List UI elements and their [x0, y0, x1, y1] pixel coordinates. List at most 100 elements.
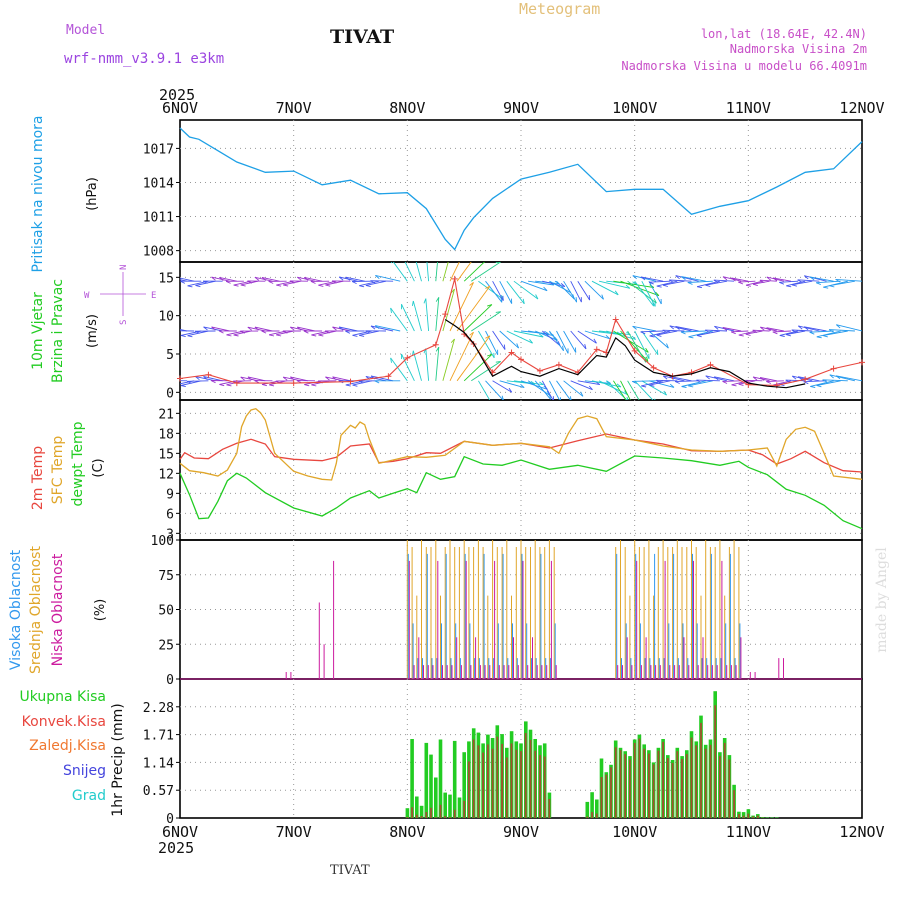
wind-arrow-head [345, 384, 351, 387]
wind-arrow-head [654, 398, 656, 400]
precip-bar [457, 797, 462, 818]
wind-arrow-head [469, 331, 474, 336]
wind-arrow-head [779, 334, 785, 337]
wind-arrow-head [247, 376, 253, 381]
wind-speed-marker [859, 359, 865, 366]
wind-arrow-head [731, 384, 737, 387]
wind-arrow [195, 280, 216, 286]
wind-arrow [688, 380, 713, 387]
wind-arrow-head [180, 385, 186, 388]
wind-arrow [798, 325, 820, 332]
wind-arrow-head [713, 376, 719, 381]
mid-cloud-label: Srednja Oblacnost [28, 546, 44, 674]
wind-arrow-head [375, 325, 380, 330]
precip-y-ticks: 0 0.57 1.14 1.71 2.28 [143, 701, 180, 827]
wind-arrow-head [365, 330, 371, 334]
wind-arrow-head [797, 279, 803, 283]
wind-arrow [680, 330, 706, 333]
wind-arrow [759, 279, 777, 282]
model-altitude-label: Nadmorska Visina u modelu 66.4091m [621, 59, 867, 73]
convective-bar [704, 748, 707, 818]
wind-arrow [662, 329, 685, 332]
convective-bar [534, 750, 537, 818]
precip-bar [419, 805, 424, 818]
wind-arrow-head [697, 286, 703, 289]
wind-arrow [499, 330, 519, 349]
temp-y-ticks: 3 6 9 12 15 18 21 [158, 407, 180, 542]
wind-arrow-head [635, 410, 636, 415]
wind-arrow [803, 380, 827, 383]
wind-arrow [577, 380, 600, 386]
wind-arrow-head [593, 338, 597, 344]
precip-bar [410, 739, 414, 818]
convective-bar [529, 740, 532, 818]
wind-speed-marker [177, 375, 183, 382]
convective-bar [586, 816, 589, 818]
wind-arrow [675, 326, 699, 332]
precip-bar [405, 808, 410, 818]
wind-arrow-head [167, 380, 172, 382]
wind-arrow [435, 347, 440, 381]
wind-arrow-head [225, 280, 231, 284]
wind-speed-marker [830, 365, 837, 372]
wind-arrow-head [668, 279, 674, 283]
wind-arrow-head [516, 343, 520, 349]
wind-y-ticks: 0 5 10 15 [158, 271, 180, 401]
wind-arrow-head [233, 284, 239, 287]
wind-arrow [786, 330, 806, 336]
wind-arrow-head [655, 291, 660, 297]
wind-arrow-head [240, 284, 246, 287]
wind-arrow [829, 280, 855, 287]
wind-arrow [722, 326, 742, 332]
wind-arrow-head [318, 284, 324, 287]
wind-arrow-head [187, 285, 193, 288]
wind-arrow [656, 379, 678, 382]
legend-total-rain: Ukupna Kisa [19, 689, 106, 705]
wind-arrow-head [688, 385, 694, 388]
wind-speed-marker [432, 341, 439, 348]
wind-arrow-head [560, 283, 566, 287]
wind-speed-marker [802, 376, 809, 383]
wind-arrow-head [760, 326, 765, 331]
wind-arrow-head [254, 380, 260, 384]
wind-arrow [599, 330, 631, 336]
y-tick-label: 0.57 [143, 784, 174, 799]
wind-arrow [641, 280, 656, 307]
wind-arrow-head [522, 298, 525, 304]
temp-grid [180, 400, 862, 540]
wind-title: 10m Vjetar [30, 292, 46, 370]
convective-bar [633, 742, 636, 818]
wind-arrow-head [297, 326, 302, 331]
wind-arrow-head [283, 284, 289, 287]
wind-arrow-head [696, 335, 702, 338]
wind-arrow-head [210, 380, 216, 384]
wind-arrow [492, 380, 513, 393]
wind-arrow [425, 348, 430, 381]
convective-bar [676, 751, 679, 818]
wind-arrow [492, 330, 506, 350]
wind-arrow-head [254, 326, 260, 331]
wind-arrow [187, 380, 209, 382]
wind-arrow-head [469, 282, 474, 286]
wind-arrow-head [485, 285, 491, 289]
wind-arrow-head [311, 334, 317, 337]
wind-arrow [675, 380, 699, 382]
wind-arrow [415, 262, 422, 282]
wind-arrow-head [669, 383, 675, 388]
convective-bar [662, 741, 664, 818]
wind-arrow-head [450, 288, 455, 294]
convective-bar [700, 722, 702, 818]
wind-arrow-head [722, 276, 728, 281]
wind-arrow [463, 262, 485, 282]
wind-arrow-head [226, 384, 232, 387]
temp-unit: (C) [91, 458, 106, 477]
wind-arrow-head [653, 298, 657, 304]
wind-arrow [836, 324, 862, 332]
wind-arrow-head [424, 249, 426, 254]
wind-arrow-head [487, 304, 493, 307]
cloud-y-ticks: 0 25 50 75 100 [151, 534, 180, 688]
wind-speed-marker [631, 347, 638, 354]
precip-bar [765, 817, 770, 818]
wind-arrow [663, 280, 685, 286]
